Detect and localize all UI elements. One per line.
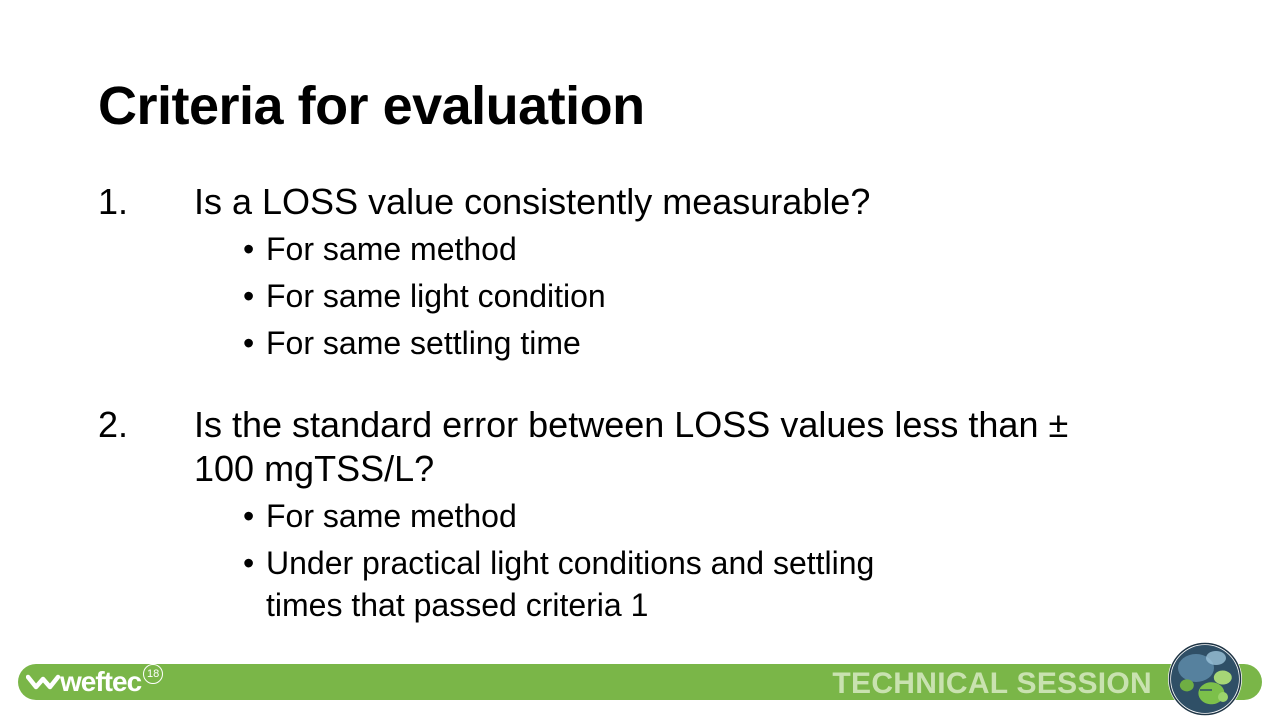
criterion-2-bullets: For same method Under practical light co… xyxy=(98,495,1098,626)
weftec-logo: weftec 18 xyxy=(26,664,164,700)
criterion-1-bullets: For same method For same light condition… xyxy=(98,228,1098,365)
bullet-item: For same method xyxy=(98,495,1098,538)
criterion-2: 2. Is the standard error between LOSS va… xyxy=(98,403,1098,626)
session-label: TECHNICAL SESSION xyxy=(832,667,1152,700)
bullet-item: For same settling time xyxy=(98,322,1098,365)
criterion-1: 1. Is a LOSS value consistently measurab… xyxy=(98,180,1098,365)
weftec-chevron-icon xyxy=(26,674,60,690)
criterion-number: 2. xyxy=(98,404,129,445)
criterion-number: 1. xyxy=(98,181,129,222)
slide-title: Criteria for evaluation xyxy=(98,76,645,136)
criterion-text: Is a LOSS value consistently measurable? xyxy=(194,181,871,222)
logo-text: weftec xyxy=(60,666,142,697)
lily-pond-badge-icon xyxy=(1168,642,1242,716)
criterion-text: Is the standard error between LOSS value… xyxy=(194,404,1069,489)
logo-year-badge: 18 xyxy=(143,664,164,684)
criterion-1-heading: 1. Is a LOSS value consistently measurab… xyxy=(98,180,1098,224)
bullet-item: Under practical light conditions and set… xyxy=(98,542,926,626)
bullet-item: For same method xyxy=(98,228,1098,271)
footer-bar xyxy=(18,664,1262,700)
bullet-item: For same light condition xyxy=(98,275,1098,318)
criterion-2-heading: 2. Is the standard error between LOSS va… xyxy=(98,403,1098,491)
